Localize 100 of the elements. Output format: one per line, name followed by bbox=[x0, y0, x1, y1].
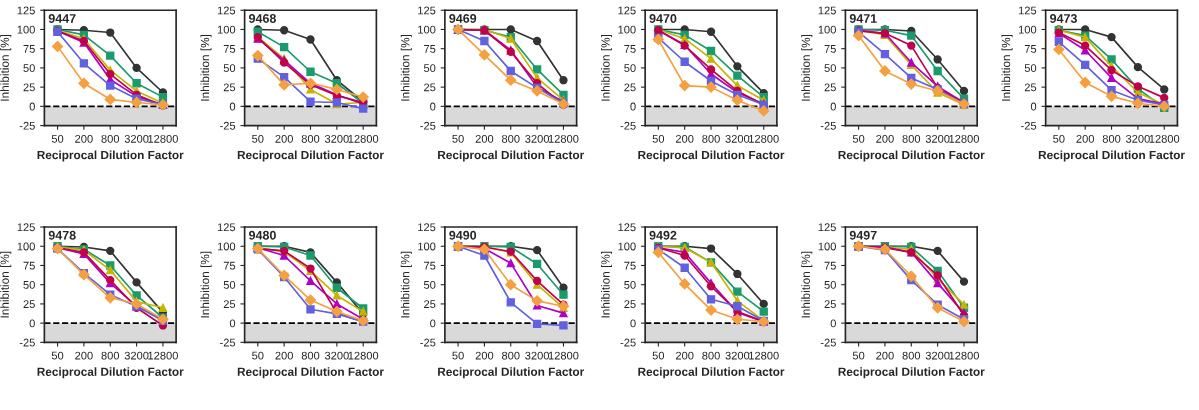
y-tick-label: 125 bbox=[818, 223, 836, 232]
x-tick-label: 800 bbox=[702, 134, 720, 143]
y-tick-label: 125 bbox=[1018, 6, 1037, 15]
chart-title: 9470 bbox=[649, 14, 677, 23]
x-axis-title: Reciprocal Dilution Factor bbox=[838, 150, 985, 162]
y-axis-title: Inhibition [%] bbox=[0, 251, 12, 318]
x-tick-label: 200 bbox=[75, 351, 93, 360]
y-tick-label: -25 bbox=[620, 338, 636, 347]
x-tick-label: 12800 bbox=[348, 134, 379, 143]
y-tick-label: 0 bbox=[29, 102, 35, 111]
x-tick-label: 3200 bbox=[525, 351, 550, 360]
y-tick-label: 75 bbox=[424, 45, 436, 53]
y-tick-label: 25 bbox=[23, 300, 35, 309]
x-tick-label: 3200 bbox=[925, 351, 950, 360]
y-tick-label: 125 bbox=[418, 223, 436, 232]
x-tick-label: 3200 bbox=[324, 351, 349, 360]
y-tick-label: 100 bbox=[618, 242, 636, 251]
y-tick-label: 0 bbox=[430, 102, 436, 111]
chart-title: 9480 bbox=[249, 230, 276, 240]
y-axis-title: Inhibition [%] bbox=[200, 34, 212, 101]
y-tick-label: 125 bbox=[618, 223, 636, 232]
y-axis-title: Inhibition [%] bbox=[400, 251, 412, 318]
y-tick-label: 25 bbox=[223, 300, 236, 309]
x-tick-label: 3200 bbox=[124, 351, 149, 360]
y-tick-label: -25 bbox=[1021, 121, 1037, 130]
y-tick-label: 75 bbox=[1024, 45, 1037, 53]
y-tick-label: 50 bbox=[423, 64, 436, 73]
x-tick-label: 12800 bbox=[1149, 134, 1180, 143]
y-axis-title: Inhibition [%] bbox=[1001, 34, 1013, 101]
y-tick-label: 0 bbox=[830, 102, 836, 111]
x-tick-label: 200 bbox=[475, 134, 494, 143]
y-tick-label: 125 bbox=[17, 223, 35, 232]
y-tick-label: 50 bbox=[824, 64, 836, 73]
x-tick-label: 200 bbox=[1076, 134, 1095, 143]
x-tick-label: 3200 bbox=[925, 134, 950, 143]
x-tick-label: 12800 bbox=[749, 134, 779, 143]
x-axis-title: Reciprocal Dilution Factor bbox=[237, 150, 384, 162]
chart-title: 9492 bbox=[649, 230, 677, 240]
x-tick-label: 50 bbox=[452, 134, 464, 143]
x-tick-label: 3200 bbox=[525, 134, 550, 143]
y-tick-label: 50 bbox=[223, 280, 236, 289]
y-tick-label: 25 bbox=[424, 300, 436, 309]
x-axis-title: Reciprocal Dilution Factor bbox=[1038, 150, 1185, 162]
y-tick-label: 0 bbox=[430, 319, 436, 328]
y-tick-label: 25 bbox=[424, 83, 436, 92]
x-tick-label: 800 bbox=[902, 134, 921, 143]
y-tick-label: 25 bbox=[624, 300, 636, 309]
y-tick-label: -25 bbox=[820, 338, 836, 347]
y-tick-label: 75 bbox=[23, 45, 35, 53]
x-tick-label: 50 bbox=[51, 351, 64, 360]
y-tick-label: 25 bbox=[223, 83, 236, 92]
chart-title: 9490 bbox=[449, 230, 477, 240]
y-tick-label: 50 bbox=[223, 64, 236, 73]
x-tick-label: 200 bbox=[876, 351, 894, 360]
y-tick-label: 100 bbox=[17, 25, 35, 34]
chart-title: 9469 bbox=[449, 14, 477, 23]
y-tick-label: 100 bbox=[418, 242, 436, 251]
y-tick-label: -25 bbox=[19, 121, 35, 130]
y-tick-label: 75 bbox=[624, 261, 636, 270]
x-tick-label: 12800 bbox=[949, 134, 979, 143]
y-tick-label: 100 bbox=[618, 25, 636, 34]
x-tick-label: 12800 bbox=[548, 351, 579, 360]
y-tick-label: 75 bbox=[223, 45, 236, 53]
y-tick-label: -25 bbox=[220, 338, 236, 347]
y-tick-label: 50 bbox=[624, 280, 636, 289]
y-tick-label: 125 bbox=[217, 223, 236, 232]
y-tick-label: 50 bbox=[23, 280, 35, 289]
x-tick-label: 800 bbox=[301, 134, 320, 143]
y-tick-label: 0 bbox=[229, 319, 236, 328]
chart-title: 9468 bbox=[249, 14, 276, 23]
x-tick-label: 50 bbox=[252, 134, 264, 143]
x-tick-label: 800 bbox=[902, 351, 921, 360]
x-tick-label: 200 bbox=[75, 134, 93, 143]
y-axis-title: Inhibition [%] bbox=[0, 34, 12, 101]
x-axis-title: Reciprocal Dilution Factor bbox=[638, 150, 785, 162]
chart-title: 9447 bbox=[48, 14, 76, 23]
x-axis-title: Reciprocal Dilution Factor bbox=[838, 367, 985, 379]
x-tick-label: 800 bbox=[101, 134, 120, 143]
x-tick-label: 50 bbox=[652, 134, 665, 143]
y-tick-label: 125 bbox=[418, 6, 436, 15]
y-tick-label: -25 bbox=[420, 121, 436, 130]
x-tick-label: 12800 bbox=[749, 351, 779, 360]
x-axis-title: Reciprocal Dilution Factor bbox=[37, 150, 184, 162]
y-tick-label: -25 bbox=[420, 338, 436, 347]
chart-title: 9473 bbox=[1050, 14, 1077, 23]
y-tick-label: 100 bbox=[217, 242, 236, 251]
x-tick-label: 800 bbox=[1102, 134, 1121, 143]
x-axis-title: Reciprocal Dilution Factor bbox=[237, 367, 384, 379]
y-tick-label: 75 bbox=[824, 45, 836, 53]
x-tick-label: 50 bbox=[51, 134, 64, 143]
x-tick-label: 50 bbox=[452, 351, 464, 360]
y-tick-label: 0 bbox=[1030, 102, 1037, 111]
x-tick-label: 200 bbox=[475, 351, 494, 360]
y-tick-label: 25 bbox=[624, 83, 636, 92]
x-tick-label: 50 bbox=[1053, 134, 1065, 143]
y-tick-label: 100 bbox=[818, 25, 836, 34]
y-tick-label: 50 bbox=[23, 64, 35, 73]
y-tick-label: 0 bbox=[830, 319, 836, 328]
y-tick-label: 75 bbox=[424, 261, 436, 270]
x-tick-label: 800 bbox=[702, 351, 720, 360]
